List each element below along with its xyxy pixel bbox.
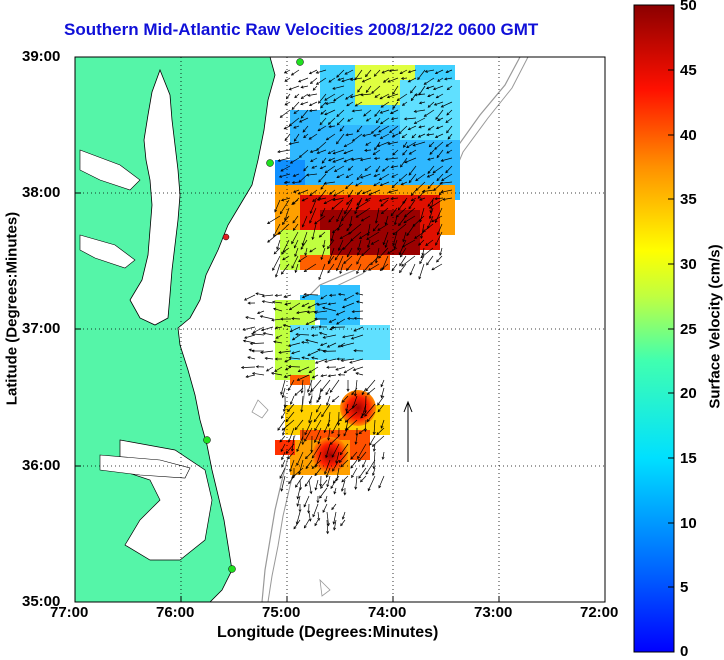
velocity-arrow [368, 476, 375, 491]
velocity-arrow [304, 294, 318, 295]
radar-station-marker [204, 437, 211, 444]
velocity-arrow [289, 367, 300, 368]
velocity-arrow [276, 264, 280, 277]
velocity-arrow [410, 264, 415, 275]
velocity-arrow [268, 232, 280, 242]
velocity-arrow [332, 396, 339, 402]
x-tick-label: 75:00 [262, 604, 300, 621]
colorbar-tick-label: 0 [680, 643, 688, 660]
velocity-arrow [251, 343, 265, 344]
velocity-arrow [309, 480, 311, 494]
x-tick-label: 73:00 [474, 604, 512, 621]
velocity-arrow [333, 476, 339, 483]
velocity-arrow [294, 520, 300, 529]
reference-arrow [404, 402, 412, 462]
velocity-arrow [320, 488, 327, 498]
velocity-arrow [419, 264, 424, 279]
y-tick-label: 36:00 [22, 457, 60, 474]
velocity-arrow [311, 78, 318, 84]
velocity-arrow [361, 476, 367, 482]
velocity-arrow [304, 496, 309, 507]
velocity-arrow [296, 476, 304, 487]
y-tick-label: 37:00 [22, 320, 60, 337]
colorbar-tick-label: 40 [680, 127, 697, 144]
colorbar-tick-label: 10 [680, 515, 697, 532]
velocity-arrow [327, 520, 328, 534]
velocity-arrow [281, 380, 285, 394]
x-tick-label: 76:00 [156, 604, 194, 621]
colorbar-tick-label: 25 [680, 321, 697, 338]
x-tick-label: 72:00 [580, 604, 618, 621]
colorbar-tick-label: 20 [680, 385, 697, 402]
velocity-arrow [432, 264, 442, 270]
colorbar-label: Surface Velocity (cm/s) [707, 212, 724, 442]
y-axis-label: Latitude (Degrees:Minutes) [4, 197, 21, 421]
x-tick-label: 74:00 [368, 604, 406, 621]
velocity-arrow [305, 476, 312, 486]
colorbar-tick-label: 45 [680, 62, 697, 79]
radar-station-marker [223, 234, 229, 240]
velocity-arrow [292, 70, 300, 75]
velocity-arrow [437, 256, 442, 262]
velocity-arrow [311, 380, 321, 392]
y-tick-label: 35:00 [22, 593, 60, 610]
x-axis-label: Longitude (Degrees:Minutes) [217, 624, 438, 642]
velocity-arrow [351, 460, 357, 468]
velocity-arrow [330, 380, 339, 392]
velocity-arrow [280, 110, 290, 117]
colorbar-tick-label: 30 [680, 256, 697, 273]
velocity-arrow [370, 436, 375, 445]
velocity-arrow [245, 295, 255, 300]
velocity-arrow [344, 367, 354, 373]
velocity-arrow [304, 520, 309, 528]
radar-station-marker [229, 566, 236, 573]
velocity-arrow [352, 468, 357, 478]
velocity-arrow [313, 504, 318, 517]
velocity-arrow [402, 256, 415, 266]
velocity-arrow [427, 256, 433, 265]
velocity-arrow [379, 476, 384, 488]
colorbar-tick-label: 35 [680, 191, 697, 208]
radar-station-marker [267, 160, 274, 167]
colorbar-tick-label: 5 [680, 579, 688, 596]
colorbar-tick-label: 50 [680, 0, 697, 14]
velocity-arrow [339, 412, 340, 425]
colorbar-tick-label: 15 [680, 450, 697, 467]
velocity-arrow [367, 388, 375, 394]
velocity-arrow [285, 134, 290, 141]
radar-station-marker [297, 59, 304, 66]
velocity-arrow [378, 396, 384, 405]
velocity-arrow [292, 102, 299, 110]
y-tick-label: 39:00 [22, 48, 60, 65]
velocity-arrow [242, 367, 255, 368]
y-tick-label: 38:00 [22, 184, 60, 201]
